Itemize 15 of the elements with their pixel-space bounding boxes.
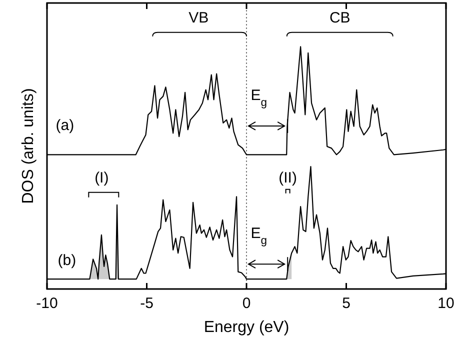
x-tick-label: 5 xyxy=(342,295,350,312)
x-tick-label: -10 xyxy=(36,295,58,312)
annotation: (I) xyxy=(94,169,109,186)
x-axis-title: Energy (eV) xyxy=(204,319,290,336)
y-axis-title: DOS (arb. units) xyxy=(20,88,37,204)
annotation: (a) xyxy=(56,116,74,134)
annotation: (b) xyxy=(58,252,76,269)
annotation: E$_{g}$ xyxy=(250,86,267,109)
x-tick-label: 10 xyxy=(438,295,454,312)
x-tick-label: 0 xyxy=(242,295,251,312)
x-tick-label: -5 xyxy=(140,295,154,312)
annotation: E$_{g}$ xyxy=(250,225,267,248)
annotation: (II) xyxy=(278,169,297,186)
text: VB xyxy=(188,9,209,26)
text: CB xyxy=(329,9,350,26)
